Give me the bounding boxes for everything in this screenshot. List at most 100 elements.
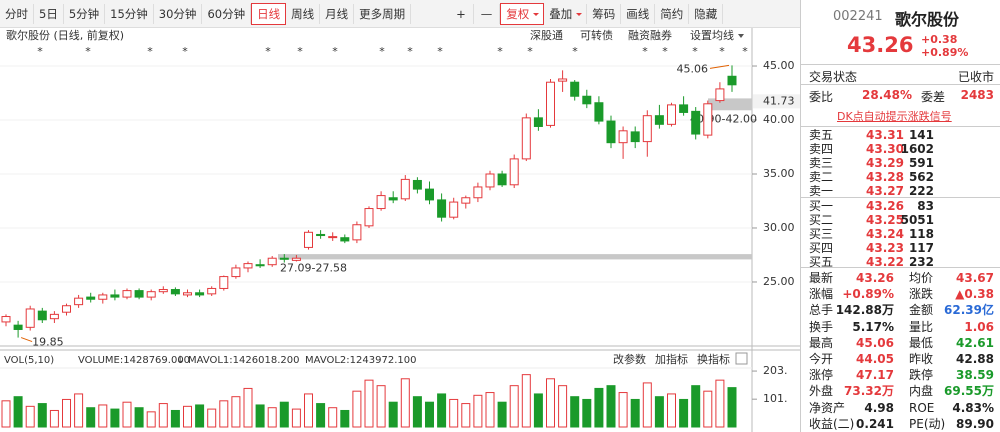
stat-value: 4.83% <box>952 400 994 415</box>
volume-bar <box>316 403 326 428</box>
candle-body <box>243 263 253 269</box>
candle-body <box>110 294 120 298</box>
book-label: 买三 <box>809 227 834 241</box>
tool-button[interactable]: 隐藏 <box>689 3 724 24</box>
candle-body <box>1 316 11 323</box>
candle-body <box>437 199 447 218</box>
period-tab[interactable]: 分时 <box>0 3 34 24</box>
volume-bar <box>37 403 47 428</box>
volume-bar <box>195 404 205 428</box>
stat-label: 总手 <box>809 303 834 318</box>
info-marker: * <box>437 45 443 58</box>
tool-button[interactable]: 叠加 <box>544 3 588 24</box>
period-tab[interactable]: 月线 <box>320 3 355 24</box>
candle-body <box>449 201 459 218</box>
volume-header: VOL(5,10) <box>4 355 54 366</box>
volume-bar <box>570 396 580 428</box>
candle-body <box>582 95 592 105</box>
candle-body <box>231 267 241 278</box>
info-marker: * <box>527 45 533 58</box>
indicator-button[interactable]: 换指标 <box>697 352 730 366</box>
candle-body <box>98 294 108 300</box>
book-price: 43.22 <box>866 255 904 269</box>
candle-body <box>195 292 205 296</box>
tool-button[interactable]: 复权 <box>500 2 545 25</box>
period-tab[interactable]: 更多周期 <box>354 3 412 24</box>
volume-bar <box>630 398 640 428</box>
book-price: 43.30 <box>866 142 904 156</box>
indicator-button[interactable]: 改参数 <box>613 352 646 366</box>
candle-body <box>25 308 35 328</box>
book-volume: 83 <box>917 199 934 213</box>
signal-link[interactable]: DK点自动提示涨跌信号 <box>837 110 952 123</box>
stat-label: 内盘 <box>909 384 934 399</box>
volume-bar <box>691 385 701 428</box>
volume-bar <box>267 407 277 428</box>
info-marker: * <box>742 45 748 58</box>
volume-bar <box>497 401 507 428</box>
stat-label: 最低 <box>909 335 934 350</box>
period-tab[interactable]: 30分钟 <box>154 3 203 24</box>
candle-body <box>37 310 47 321</box>
candle-body <box>400 178 410 200</box>
volume-bar <box>13 396 23 428</box>
book-label: 买四 <box>809 241 834 255</box>
quote-panel: 002241 歌尔股份 43.26 +0.38 +0.89% 交易状态 已收市 委比 28.48… <box>800 0 1000 432</box>
volume-bar <box>364 379 374 428</box>
stat-label: PE(动) <box>909 416 946 431</box>
info-marker: * <box>497 45 503 58</box>
book-volume: 5051 <box>900 213 934 227</box>
volume-bar <box>352 390 362 428</box>
chart-button[interactable]: 可转债 <box>580 28 613 42</box>
volume-bar <box>183 405 192 428</box>
tool-button[interactable]: + <box>449 3 474 24</box>
stat-label: 收益(二) <box>809 416 855 431</box>
book-volume: 591 <box>908 156 934 170</box>
indicator-button[interactable]: 加指标 <box>655 352 688 366</box>
stat-value: 38.59 <box>956 368 994 383</box>
candle-body <box>304 231 313 248</box>
period-tab[interactable]: 5分钟 <box>64 3 106 24</box>
y-tick-label: 35.00 <box>763 167 795 180</box>
volume-bar <box>243 387 253 428</box>
wc: 2483 <box>960 88 994 102</box>
period-tab[interactable]: 60分钟 <box>202 3 252 24</box>
book-price: 43.26 <box>866 199 904 213</box>
cursor-price-bg <box>753 94 800 109</box>
wc-label: 委差 <box>921 90 946 104</box>
volume-bar <box>654 396 664 428</box>
toolbar: 分时 5日 5分钟 15分钟 30分钟 60分钟 日线 周线 月线 更多周期 + — 复权 叠加 筹码 画线简… <box>0 0 800 28</box>
tool-button[interactable]: 简约 <box>655 3 690 24</box>
y-tick-label: 30.00 <box>763 221 795 234</box>
period-tab[interactable]: 周线 <box>286 3 321 24</box>
info-marker: * <box>265 45 271 58</box>
volume-bar <box>703 390 713 428</box>
period-tab[interactable]: 5日 <box>34 3 64 24</box>
tool-button[interactable]: — <box>474 3 501 24</box>
book-price: 43.31 <box>866 128 904 142</box>
tool-button[interactable]: 画线 <box>621 3 656 24</box>
chart-button[interactable]: 融资融券 <box>628 28 672 42</box>
chart-button[interactable]: 设置均线 <box>690 28 734 42</box>
book-label: 卖一 <box>809 184 834 198</box>
stat-label: 量比 <box>909 319 934 334</box>
chart-button[interactable]: 深股通 <box>530 29 563 42</box>
candle-body <box>316 233 326 237</box>
volume-bar <box>558 385 568 428</box>
volume-bar <box>521 374 531 428</box>
period-tab[interactable]: 日线 <box>251 2 287 25</box>
period-tab[interactable]: 15分钟 <box>105 3 154 24</box>
stat-value: 142.88万 <box>835 303 894 318</box>
stat-label: 金额 <box>909 303 934 318</box>
stock-name: 歌尔股份 <box>895 10 960 29</box>
book-label: 买一 <box>809 199 834 213</box>
volume-bar <box>231 396 241 428</box>
candle-body <box>533 117 543 127</box>
tool-button[interactable]: 筹码 <box>587 3 622 24</box>
stat-value: 47.17 <box>856 368 894 383</box>
cursor-price: 41.73 <box>763 94 795 107</box>
stat-label: 昨收 <box>909 352 934 366</box>
y-tick-label: 101. <box>763 392 788 405</box>
book-volume: 117 <box>908 241 934 255</box>
candle-body <box>715 88 725 102</box>
